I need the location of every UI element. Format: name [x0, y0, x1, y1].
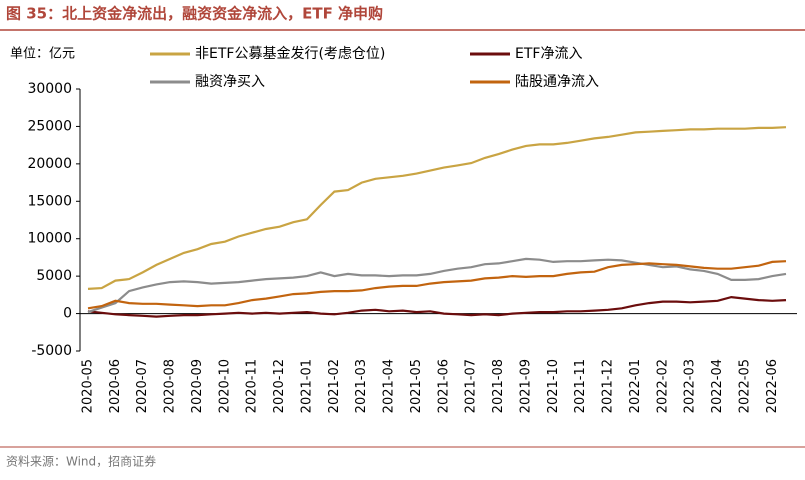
x-tick-label: 2022-05: [737, 359, 752, 413]
legend-label: ETF净流入: [515, 46, 582, 62]
x-tick-label: 2020-07: [135, 359, 150, 413]
legend-label: 非ETF公募基金发行(考虑仓位): [195, 45, 385, 62]
source: 资料来源：Wind，招商证券: [6, 454, 156, 469]
x-tick-label: 2021-08: [491, 359, 506, 413]
x-tick-label: 2020-11: [245, 359, 260, 413]
series-line: [87, 257, 787, 314]
x-tick-label: 2021-06: [436, 359, 451, 413]
y-tick-label: 10000: [27, 231, 72, 247]
x-tick-label: 2021-11: [573, 359, 588, 413]
x-tick-label: 2021-04: [382, 359, 397, 413]
x-tick-label: 2021-02: [327, 359, 342, 413]
series-line: [87, 260, 787, 310]
x-tick-label: 2022-01: [628, 359, 643, 413]
x-tick-label: 2021-09: [518, 359, 533, 413]
x-tick-label: 2021-01: [299, 359, 314, 413]
legend-label: 陆股通净流入: [515, 74, 599, 90]
x-tick-label: 2021-05: [409, 359, 424, 413]
y-tick-label: -5000: [31, 343, 72, 359]
x-tick-label: 2020-12: [272, 359, 287, 413]
x-tick-label: 2022-04: [710, 359, 725, 413]
y-tick-label: 30000: [27, 81, 72, 97]
x-tick-label: 2022-06: [765, 359, 780, 413]
chart-title: 图 35：北上资金净流出，融资资金净流入，ETF 净申购: [6, 5, 383, 23]
series-line: [87, 295, 787, 318]
series-line: [87, 126, 787, 290]
x-tick-label: 2020-06: [108, 359, 123, 413]
x-tick-label: 2022-02: [655, 359, 670, 413]
x-tick-label: 2020-10: [217, 359, 232, 413]
x-tick-label: 2020-08: [163, 359, 178, 413]
y-tick-label: 0: [63, 306, 72, 322]
x-tick-label: 2022-03: [683, 359, 698, 413]
x-tick-label: 2021-03: [354, 359, 369, 413]
y-tick-label: 15000: [27, 193, 72, 209]
x-tick-label: 2021-10: [546, 359, 561, 413]
y-tick-label: 20000: [27, 156, 72, 172]
unit-label: 单位：亿元: [10, 47, 75, 62]
y-tick-label: 5000: [36, 268, 72, 284]
x-tick-label: 2021-07: [464, 359, 479, 413]
y-tick-label: 25000: [27, 118, 72, 134]
x-tick-label: 2021-12: [601, 359, 616, 413]
legend-label: 融资净买入: [195, 74, 265, 90]
x-tick-label: 2020-09: [190, 359, 205, 413]
x-tick-label: 2020-05: [81, 359, 96, 413]
